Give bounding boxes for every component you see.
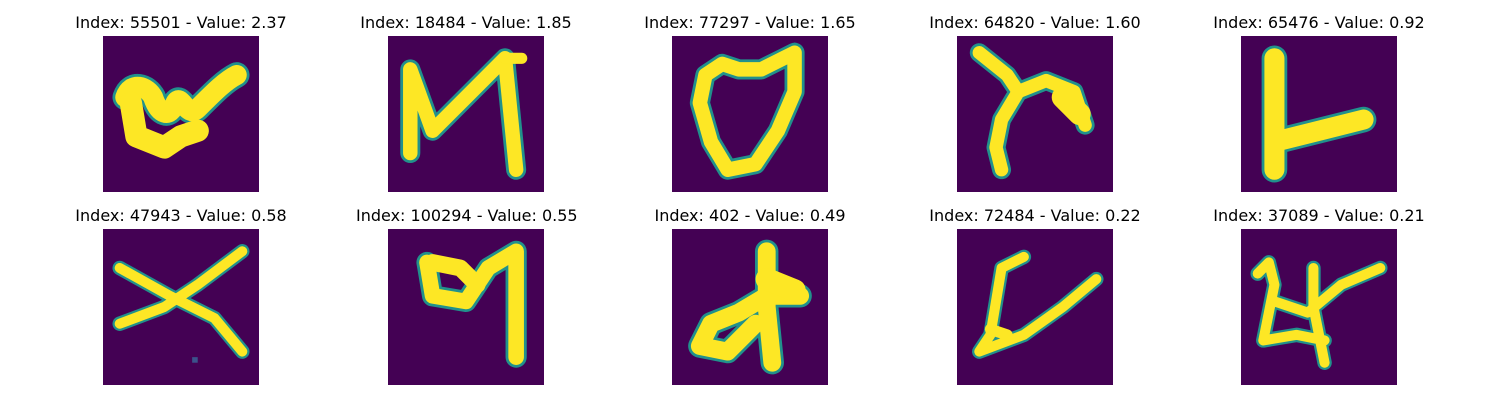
glyph-image xyxy=(957,229,1113,385)
panel-title: Index: 64820 - Value: 1.60 xyxy=(925,12,1145,34)
panel-title: Index: 65476 - Value: 0.92 xyxy=(1209,12,1429,34)
glyph-svg xyxy=(957,36,1113,192)
glyph-image xyxy=(672,229,828,385)
panel-title: Index: 37089 - Value: 0.21 xyxy=(1209,205,1429,227)
glyph-svg xyxy=(103,36,259,192)
glyph-svg xyxy=(1241,229,1397,385)
glyph-image xyxy=(103,36,259,192)
glyph-svg xyxy=(388,36,544,192)
glyph-svg xyxy=(388,229,544,385)
glyph-image xyxy=(103,229,259,385)
panel-title: Index: 55501 - Value: 2.37 xyxy=(71,12,291,34)
panel-title: Index: 100294 - Value: 0.55 xyxy=(356,205,576,227)
glyph-svg xyxy=(672,36,828,192)
panel-title: Index: 402 - Value: 0.49 xyxy=(640,205,860,227)
glyph-image xyxy=(388,36,544,192)
panel-title: Index: 47943 - Value: 0.58 xyxy=(71,205,291,227)
glyph-svg xyxy=(957,229,1113,385)
panel-title: Index: 72484 - Value: 0.22 xyxy=(925,205,1145,227)
glyph-svg xyxy=(1241,36,1397,192)
image-background xyxy=(957,229,1113,385)
panel-title: Index: 18484 - Value: 1.85 xyxy=(356,12,576,34)
glyph-image xyxy=(672,36,828,192)
glyph-svg xyxy=(103,229,259,385)
glyph-image xyxy=(388,229,544,385)
glyph-image xyxy=(1241,229,1397,385)
glyph-svg xyxy=(672,229,828,385)
glyph-image xyxy=(957,36,1113,192)
panel-title: Index: 77297 - Value: 1.65 xyxy=(640,12,860,34)
glyph-image xyxy=(1241,36,1397,192)
